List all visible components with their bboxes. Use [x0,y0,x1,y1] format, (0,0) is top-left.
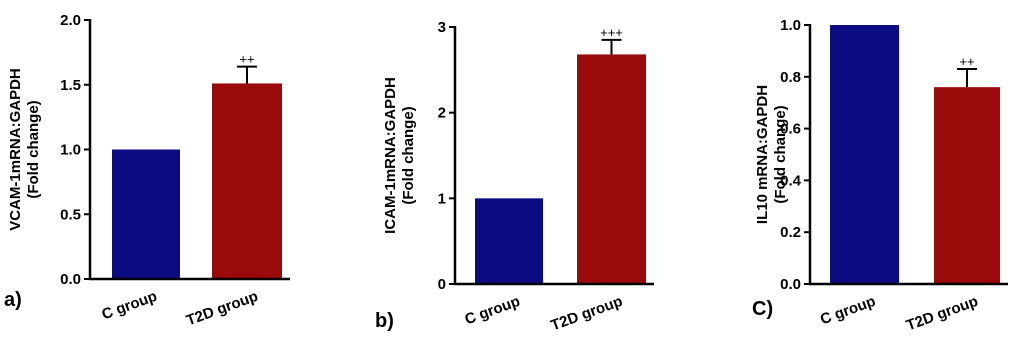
x-category-label: C group [818,293,878,329]
y-tick-label: 1.5 [60,77,81,94]
bar-c-group [475,198,543,284]
x-category-label: T2D group [549,293,625,335]
panel-label: C) [752,298,773,320]
y-tick-label: 1 [438,190,446,207]
significance-label: ++ [239,52,254,67]
x-category-label: T2D group [184,288,260,330]
x-category-label: T2D group [904,293,980,335]
panel-c: ++ 0.0 0.2 0.4 0.6 0.8 1.0 C group T2D group IL10… [752,17,1008,334]
y-tick-label: 2 [438,105,446,122]
y-axis-subtitle: (Fold change) [400,106,417,204]
panel-label: a) [4,289,22,311]
y-tick-label: 2.0 [60,12,81,29]
panel-label: b) [375,310,394,332]
y-tick-label: 3 [438,19,446,36]
significance-label: ++ [959,54,974,69]
y-axis-title: IL10 mRNA:GAPDH [754,85,771,224]
y-tick-label: 0.4 [780,172,802,189]
bar-t2d-group [577,54,646,285]
y-tick-label: 0.0 [60,271,81,288]
y-tick-label: 0.8 [780,69,801,86]
bar-c-group [830,25,899,284]
y-tick-label: 0.6 [780,121,801,138]
bar-t2d-group [212,83,282,279]
panel-a: ++ 0.0 0.5 1.0 1.5 2.0 C group T2D group VCAM-1m… [4,12,290,329]
y-tick-label: 1.0 [780,17,801,34]
bar-t2d-group [934,87,1000,284]
significance-label: +++ [600,25,623,40]
x-category-label: C group [100,288,160,324]
y-axis-subtitle: (Fold change) [25,100,42,198]
y-tick-label: 0.0 [780,276,801,293]
bar-c-group [112,149,180,279]
y-axis-subtitle: (Fold change) [772,105,789,203]
panel-b: +++ 0 1 2 3 C group T2D group ICAM-1mRNA:GAPDH(… [375,19,654,334]
y-tick-label: 1.0 [60,142,81,159]
x-category-label: C group [463,293,523,329]
y-axis-title: ICAM-1mRNA:GAPDH [382,77,399,234]
y-tick-label: 0.5 [60,206,81,223]
y-tick-label: 0.2 [780,224,801,241]
y-tick-label: 0 [438,276,446,293]
y-axis-title: VCAM-1mRNA:GAPDH [7,68,24,231]
